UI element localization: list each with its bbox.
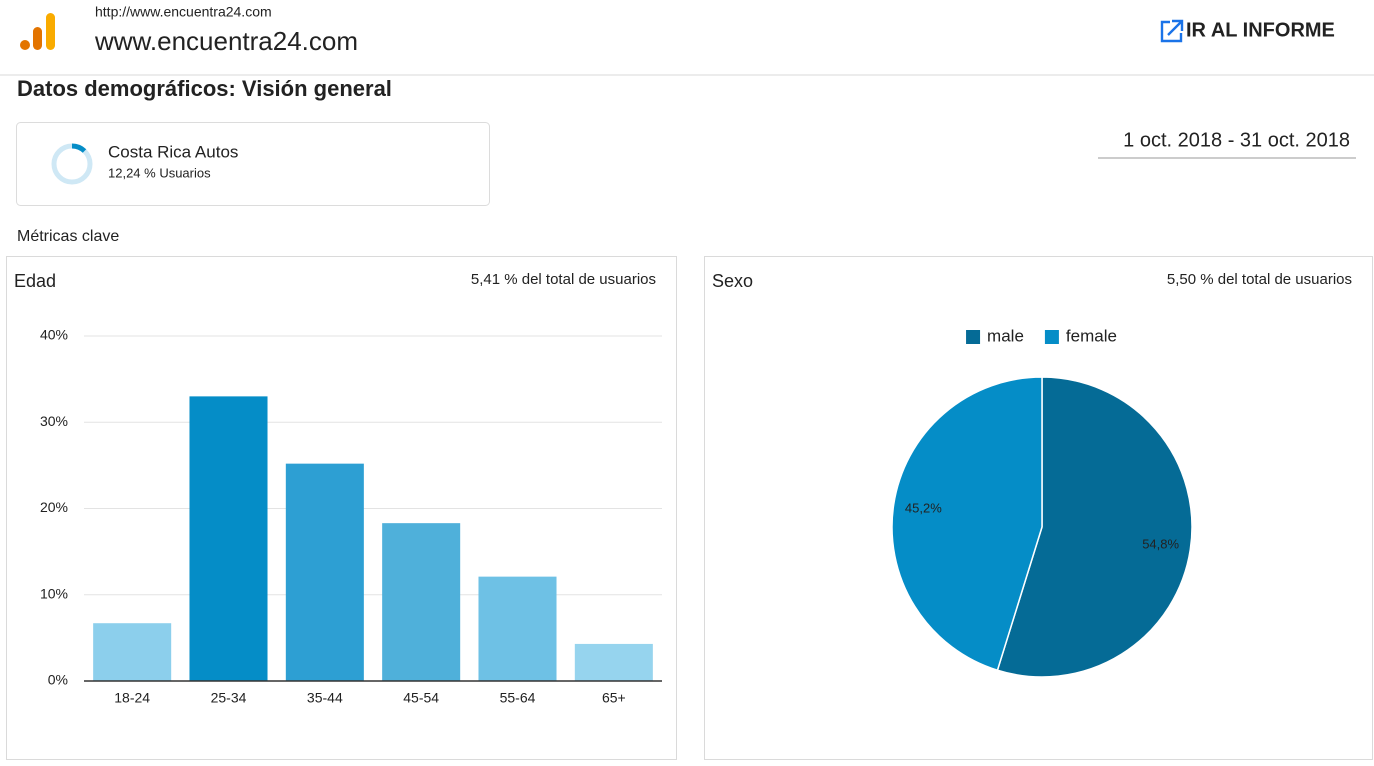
- site-name: www.encuentra24.com: [94, 26, 358, 56]
- x-tick-label: 45-54: [403, 690, 439, 706]
- site-url: http://www.encuentra24.com: [95, 4, 272, 20]
- legend-label: male: [987, 326, 1024, 345]
- x-tick-label: 25-34: [211, 690, 247, 706]
- y-tick-label: 40%: [40, 327, 68, 343]
- x-tick-label: 18-24: [114, 690, 150, 706]
- slice-label: 54,8%: [1142, 536, 1179, 551]
- segment-share: 12,24 % Usuarios: [108, 165, 211, 180]
- bar: [189, 396, 268, 681]
- legend-swatch: [1044, 330, 1059, 344]
- bar: [93, 623, 172, 681]
- bar: [382, 523, 461, 681]
- report-link-text[interactable]: IR AL INFORME: [1186, 19, 1335, 41]
- bar: [478, 576, 557, 681]
- chart-title: Edad: [14, 271, 56, 291]
- bar: [574, 643, 653, 681]
- x-tick-label: 35-44: [307, 690, 343, 706]
- date-picker[interactable]: 1 oct. 2018 - 31 oct. 2018: [1098, 129, 1356, 159]
- chart-subtitle: 5,41 % del total de usuarios: [471, 271, 656, 288]
- x-tick-label: 65+: [602, 690, 626, 706]
- pie-slice: [996, 376, 1193, 678]
- legend-label: female: [1066, 326, 1117, 345]
- external-link-icon: [1160, 19, 1184, 43]
- slice-label: 45,2%: [905, 500, 942, 515]
- header-bar: [0, 0, 1374, 75]
- y-tick-label: 0%: [48, 672, 68, 688]
- segment-name: Costa Rica Autos: [108, 142, 238, 161]
- page-title: Datos demográficos: Visión general: [17, 76, 392, 101]
- x-tick-label: 55-64: [500, 690, 536, 706]
- segment-box: [16, 122, 490, 206]
- chart-title: Sexo: [712, 271, 753, 291]
- report-link[interactable]: IR AL INFORME: [1160, 19, 1335, 43]
- segment-ring-arc: [71, 143, 87, 153]
- section-label: Métricas clave: [17, 228, 119, 245]
- y-tick-label: 30%: [40, 413, 68, 429]
- segment-card[interactable]: Costa Rica Autos 12,24 % Usuarios: [16, 122, 490, 206]
- y-tick-label: 20%: [40, 499, 68, 515]
- date-range: 1 oct. 2018 - 31 oct. 2018: [1123, 129, 1350, 151]
- pie-slice: [891, 376, 1043, 672]
- analytics-logo: [20, 13, 55, 50]
- y-tick-label: 10%: [40, 585, 68, 601]
- legend-swatch: [966, 330, 981, 344]
- bar: [285, 463, 364, 681]
- chart-subtitle: 5,50 % del total de usuarios: [1167, 271, 1352, 288]
